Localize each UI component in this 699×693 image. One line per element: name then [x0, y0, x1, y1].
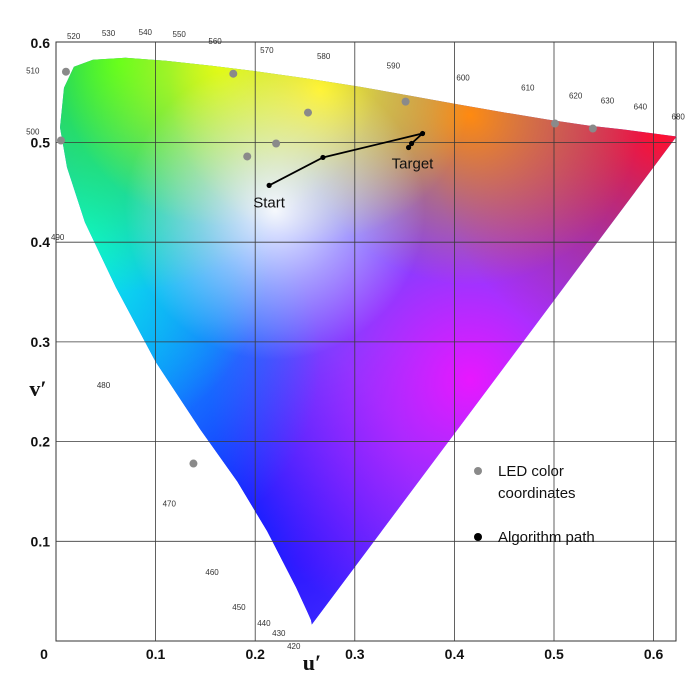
wavelength-label: 540 — [139, 28, 153, 37]
y-tick-label: 0.1 — [31, 533, 51, 549]
legend: LED color coordinates Algorithm path — [474, 463, 595, 546]
led-point — [272, 139, 281, 148]
wavelength-label: 490 — [51, 233, 65, 242]
wavelength-label: 500 — [26, 128, 40, 137]
x-tick-label: 0.6 — [644, 646, 664, 662]
wavelength-labels: 520 530 540 550 560 570 580 590 600 610 620 630 640 6… — [26, 28, 685, 651]
wavelength-label: 480 — [97, 381, 111, 390]
y-tick-label: 0.2 — [31, 434, 51, 450]
led-point — [56, 136, 65, 145]
path-point — [320, 154, 326, 161]
x-axis-label: u′ — [303, 650, 321, 675]
wavelength-label: 440 — [257, 619, 271, 628]
x-tick-label: 0.1 — [146, 646, 166, 662]
annotations: Start Target — [253, 155, 434, 211]
wavelength-label: 430 — [272, 629, 286, 638]
path-point — [405, 144, 412, 151]
legend-label: Algorithm path — [498, 529, 595, 546]
wavelength-label: 570 — [260, 46, 274, 55]
led-point — [401, 97, 410, 106]
wavelength-label: 420 — [287, 642, 301, 651]
led-point — [588, 124, 597, 133]
wavelength-label: 520 — [67, 32, 81, 41]
x-tick-label: 0.2 — [245, 646, 265, 662]
x-tick-label: 0 — [40, 646, 48, 662]
annotation-start: Start — [253, 194, 286, 211]
data-points — [56, 67, 597, 468]
wavelength-label: 590 — [387, 62, 401, 71]
y-axis-label: v′ — [29, 376, 46, 401]
legend-marker — [474, 467, 482, 475]
wavelength-label: 530 — [102, 29, 116, 38]
wavelength-label: 450 — [232, 603, 246, 612]
wavelength-label: 640 — [634, 103, 648, 112]
x-tick-label: 0.4 — [445, 646, 465, 662]
path-point — [408, 140, 415, 147]
wavelength-label: 600 — [456, 74, 470, 83]
led-point — [229, 69, 238, 78]
wavelength-label: 580 — [317, 52, 331, 61]
path-point — [266, 182, 272, 188]
y-tick-label: 0.6 — [31, 35, 51, 51]
wavelength-label: 460 — [205, 568, 219, 577]
wavelength-label: 510 — [26, 67, 40, 76]
led-point — [303, 108, 312, 117]
legend-marker — [474, 533, 482, 541]
y-tick-label: 0.4 — [31, 234, 51, 250]
wavelength-label: 680 — [672, 113, 686, 122]
y-tick-label: 0.5 — [31, 135, 51, 151]
legend-label: LED color — [498, 463, 564, 480]
x-tick-label: 0.5 — [544, 646, 564, 662]
annotation-target: Target — [392, 155, 435, 172]
wavelength-label: 630 — [601, 97, 615, 106]
led-point — [189, 459, 198, 468]
tick-labels: 0 0.1 0.2 0.3 0.4 0.5 0.6 0.1 0.2 0.3 0.4 0.5 0.6 — [31, 35, 664, 662]
wavelength-label: 610 — [521, 84, 535, 93]
led-point — [61, 67, 70, 76]
wavelength-label: 620 — [569, 92, 583, 101]
wavelength-label: 550 — [173, 30, 187, 39]
legend-label: coordinates — [498, 485, 576, 502]
wavelength-label: 560 — [208, 37, 222, 46]
path-point — [419, 130, 426, 137]
led-point — [243, 152, 252, 161]
led-point — [550, 119, 559, 128]
wavelength-label: 470 — [163, 499, 177, 508]
gridlines — [56, 42, 676, 641]
y-tick-label: 0.3 — [31, 334, 51, 350]
x-tick-label: 0.3 — [345, 646, 365, 662]
